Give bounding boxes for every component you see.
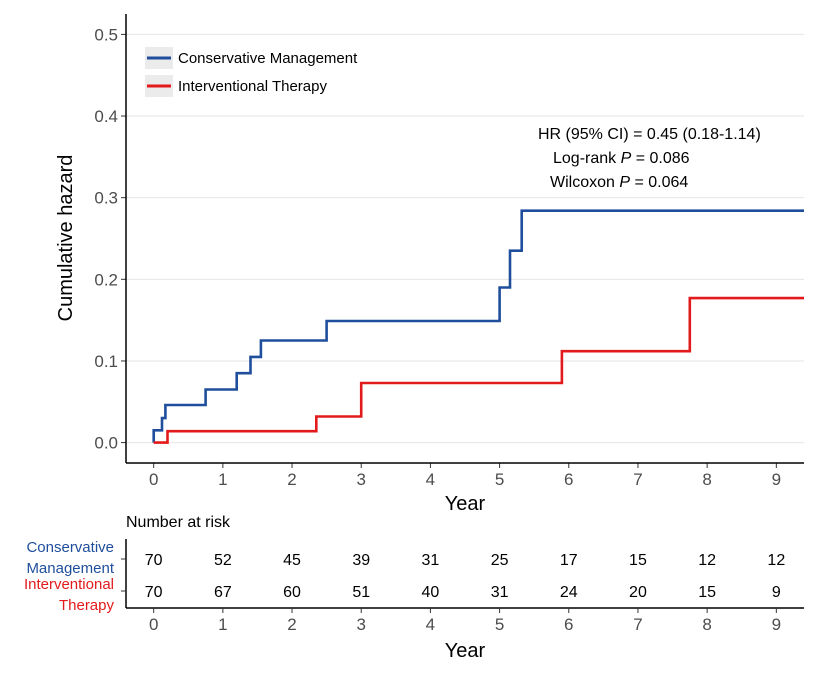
y-tick-label-0.1: 0.1 (94, 352, 118, 371)
risk-x-tick-label-8: 8 (702, 615, 711, 634)
risk-cell-interventional-therapy-1: 67 (214, 584, 232, 601)
series-line-interventional-therapy (153, 296, 804, 444)
risk-x-tick-label-3: 3 (356, 615, 365, 634)
x-tick-label-7: 7 (633, 470, 642, 489)
y-tick-label-0.5: 0.5 (94, 25, 118, 44)
y-tick-label-0.3: 0.3 (94, 189, 118, 208)
risk-table-title: Number at risk (126, 514, 231, 531)
risk-cell-interventional-therapy-6: 24 (560, 584, 578, 601)
risk-cell-interventional-therapy-4: 40 (422, 584, 440, 601)
number-at-risk-table: Number at risk Conservative ManagementInt… (24, 514, 804, 662)
risk-x-tick-label-1: 1 (218, 615, 227, 634)
statistics-annotation: HR (95% CI) = 0.45 (0.18-1.14) Log-rank … (538, 126, 761, 191)
risk-cell-conservative-management-8: 12 (698, 552, 716, 569)
risk-x-tick-label-2: 2 (287, 615, 296, 634)
risk-cell-interventional-therapy-7: 20 (629, 584, 647, 601)
risk-cell-interventional-therapy-5: 31 (491, 584, 509, 601)
x-tick-label-8: 8 (702, 470, 711, 489)
gridlines (126, 33, 804, 444)
risk-cell-conservative-management-5: 25 (491, 552, 509, 569)
risk-group-label-interventional-therapy-1: Therapy (59, 597, 115, 614)
risk-cell-conservative-management-3: 39 (352, 552, 370, 569)
x-axis-title: Year (445, 493, 486, 515)
risk-group-label-conservative-management-1: Management (26, 560, 114, 577)
risk-x-tick-label-7: 7 (633, 615, 642, 634)
tick-labels: 0.0 0.1 0.2 0.3 0.4 0.5 0 1 2 3 4 5 6 7 8 9 (94, 25, 781, 489)
legend-label-conservative: Conservative Management (178, 50, 358, 67)
series-line-conservative-management (152, 209, 804, 443)
risk-cell-conservative-management-9: 12 (767, 552, 785, 569)
legend: Conservative Management Interventional T… (145, 47, 358, 97)
risk-x-tick-label-9: 9 (772, 615, 781, 634)
risk-cell-interventional-therapy-8: 15 (698, 584, 716, 601)
risk-cell-conservative-management-1: 52 (214, 552, 232, 569)
risk-x-tick-label-5: 5 (495, 615, 504, 634)
x-tick-label-0: 0 (149, 470, 158, 489)
risk-table-cells: 70 52 45 39 31 25 17 15 12 12 70 67 60 51 40 31 24 20 15 9 (145, 552, 786, 601)
risk-table-axes (121, 539, 804, 613)
risk-cell-conservative-management-6: 17 (560, 552, 578, 569)
risk-cell-interventional-therapy-0: 70 (145, 584, 163, 601)
risk-cell-conservative-management-2: 45 (283, 552, 301, 569)
x-tick-label-1: 1 (218, 470, 227, 489)
y-tick-label-0.4: 0.4 (94, 107, 118, 126)
risk-table-tick-labels: 0 1 2 3 4 5 6 7 8 9 (149, 615, 781, 634)
x-tick-label-2: 2 (287, 470, 296, 489)
x-tick-label-9: 9 (772, 470, 781, 489)
logrank-p-text: Log-rank P = 0.086 (553, 150, 690, 167)
y-axis-title: Cumulative hazard (55, 155, 77, 322)
x-tick-label-6: 6 (564, 470, 573, 489)
risk-cell-conservative-management-4: 31 (422, 552, 440, 569)
risk-cell-conservative-management-7: 15 (629, 552, 647, 569)
series-layer (152, 209, 804, 444)
risk-x-tick-label-4: 4 (426, 615, 435, 634)
risk-x-tick-label-0: 0 (149, 615, 158, 634)
axes (121, 14, 804, 468)
risk-table-x-axis-title: Year (445, 640, 486, 662)
hazard-ratio-text: HR (95% CI) = 0.45 (0.18-1.14) (538, 126, 761, 143)
y-tick-label-0.0: 0.0 (94, 434, 118, 453)
risk-x-tick-label-6: 6 (564, 615, 573, 634)
x-tick-label-3: 3 (356, 470, 365, 489)
risk-cell-interventional-therapy-2: 60 (283, 584, 301, 601)
legend-label-interventional: Interventional Therapy (178, 78, 327, 95)
risk-group-label-interventional-therapy-0: Interventional (24, 576, 114, 593)
x-tick-label-5: 5 (495, 470, 504, 489)
y-tick-label-0.2: 0.2 (94, 270, 118, 289)
risk-cell-interventional-therapy-9: 9 (772, 584, 781, 601)
risk-cell-interventional-therapy-3: 51 (352, 584, 370, 601)
wilcoxon-p-text: Wilcoxon P = 0.064 (550, 174, 688, 191)
risk-cell-conservative-management-0: 70 (145, 552, 163, 569)
risk-group-label-conservative-management-0: Conservative (26, 539, 114, 556)
x-tick-label-4: 4 (426, 470, 435, 489)
